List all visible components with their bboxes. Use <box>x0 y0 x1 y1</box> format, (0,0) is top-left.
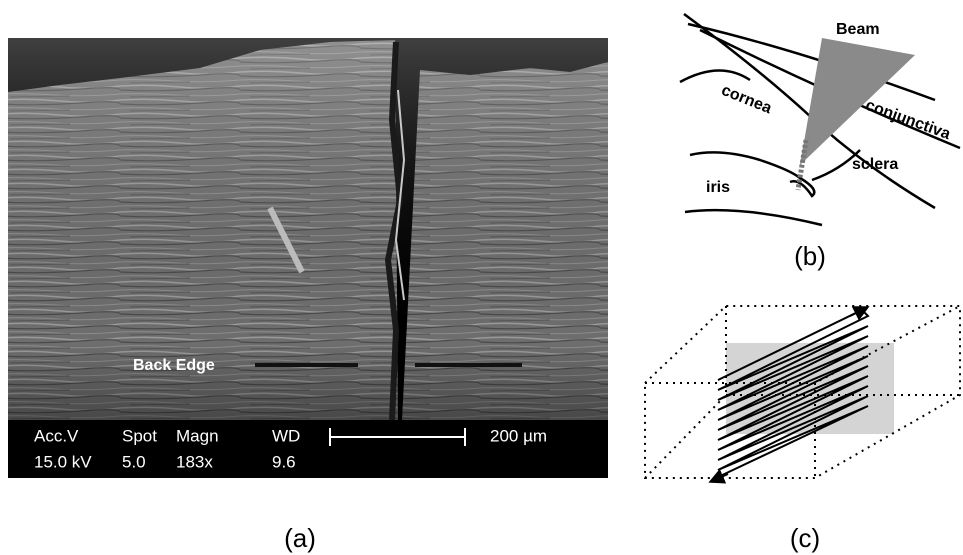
annotation: Back Edge <box>133 357 215 374</box>
info-value: 5.0 <box>122 452 146 471</box>
info-header: WD <box>272 426 300 445</box>
info-header: Spot <box>122 426 157 445</box>
beam-label: Beam <box>836 21 880 38</box>
cornea-label: cornea <box>719 82 774 117</box>
panel-label: (a) <box>284 523 316 553</box>
info-value: 15.0 kV <box>34 452 92 471</box>
scale-bar-label: 200 µm <box>490 426 547 445</box>
iris-label: iris <box>706 179 730 196</box>
beam <box>800 38 915 165</box>
sem-image: Back Edge Acc.V Spot Magn WD 15.0 kV 5.0… <box>8 38 608 478</box>
scan-diagram <box>645 306 960 481</box>
panel-label: (c) <box>790 523 820 553</box>
conjunctiva-label: conjunctiva <box>863 97 952 143</box>
sclera-label: sclera <box>852 156 898 173</box>
info-value: 9.6 <box>272 452 296 471</box>
figure: Back Edge Acc.V Spot Magn WD 15.0 kV 5.0… <box>0 0 963 555</box>
info-header: Magn <box>176 426 219 445</box>
info-value: 183x <box>176 452 213 471</box>
panel-label: (b) <box>794 241 826 271</box>
info-header: Acc.V <box>34 426 79 445</box>
